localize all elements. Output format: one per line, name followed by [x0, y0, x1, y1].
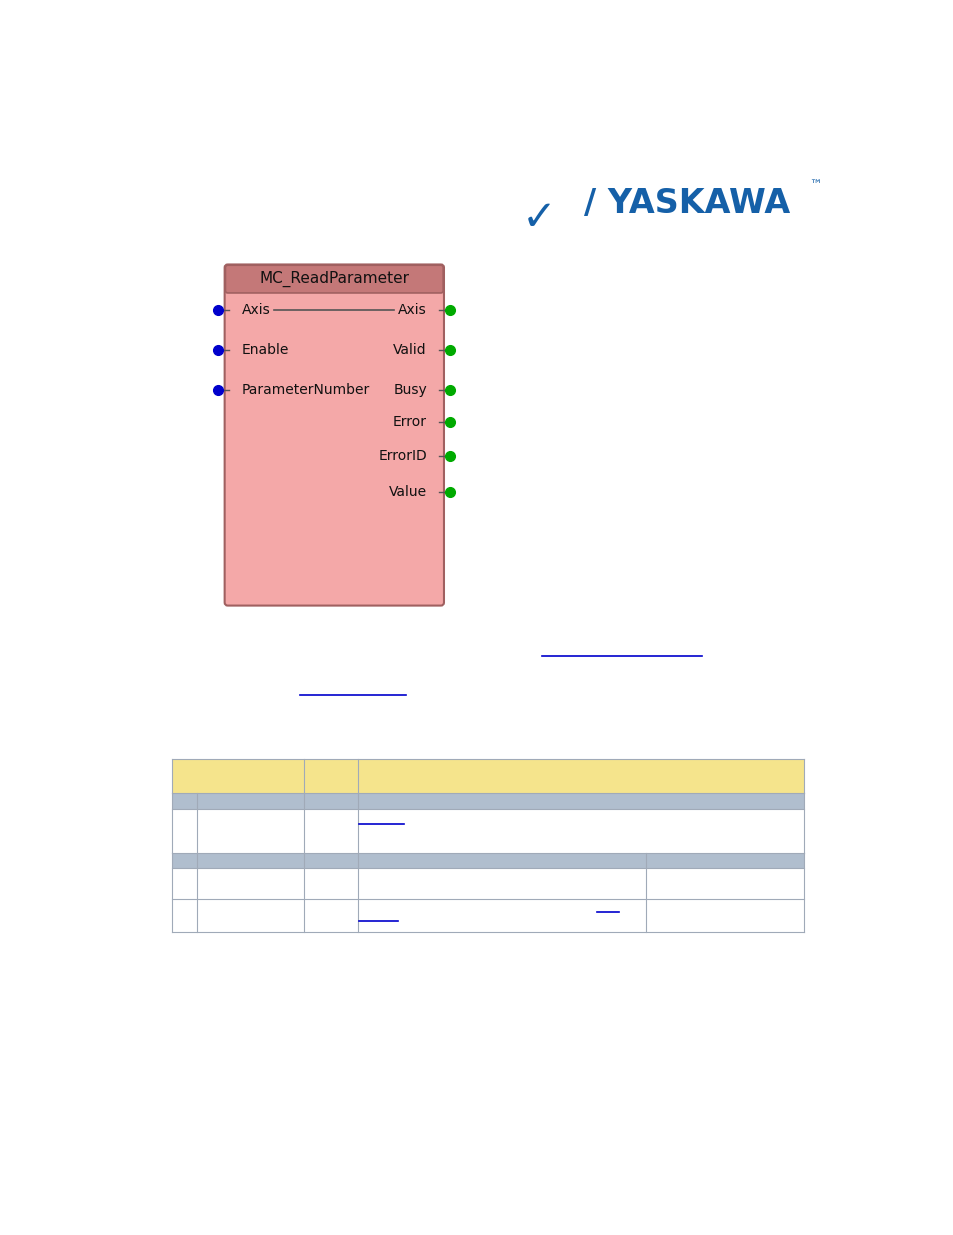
Bar	[172, 793, 802, 809]
FancyBboxPatch shape	[225, 266, 443, 293]
Text: ErrorID: ErrorID	[377, 450, 427, 463]
Bar	[357, 758, 802, 793]
Bar	[172, 899, 802, 932]
Text: Error: Error	[393, 415, 427, 429]
Text: ParameterNumber: ParameterNumber	[241, 383, 370, 396]
Bar	[172, 758, 303, 793]
Text: MC_ReadParameter: MC_ReadParameter	[259, 270, 409, 288]
Text: / YASKAWA: / YASKAWA	[583, 188, 790, 220]
Bar	[172, 852, 802, 868]
Text: Axis: Axis	[241, 303, 270, 317]
Text: ™: ™	[808, 179, 821, 191]
Text: ✓: ✓	[521, 196, 557, 238]
Text: Busy: Busy	[393, 383, 427, 396]
Bar	[172, 809, 802, 852]
Text: Valid: Valid	[393, 343, 427, 357]
Bar	[172, 868, 802, 899]
Text: Axis: Axis	[397, 303, 427, 317]
Bar	[303, 758, 357, 793]
FancyBboxPatch shape	[224, 264, 443, 605]
Text: Enable: Enable	[241, 343, 289, 357]
Text: Value: Value	[389, 485, 427, 499]
